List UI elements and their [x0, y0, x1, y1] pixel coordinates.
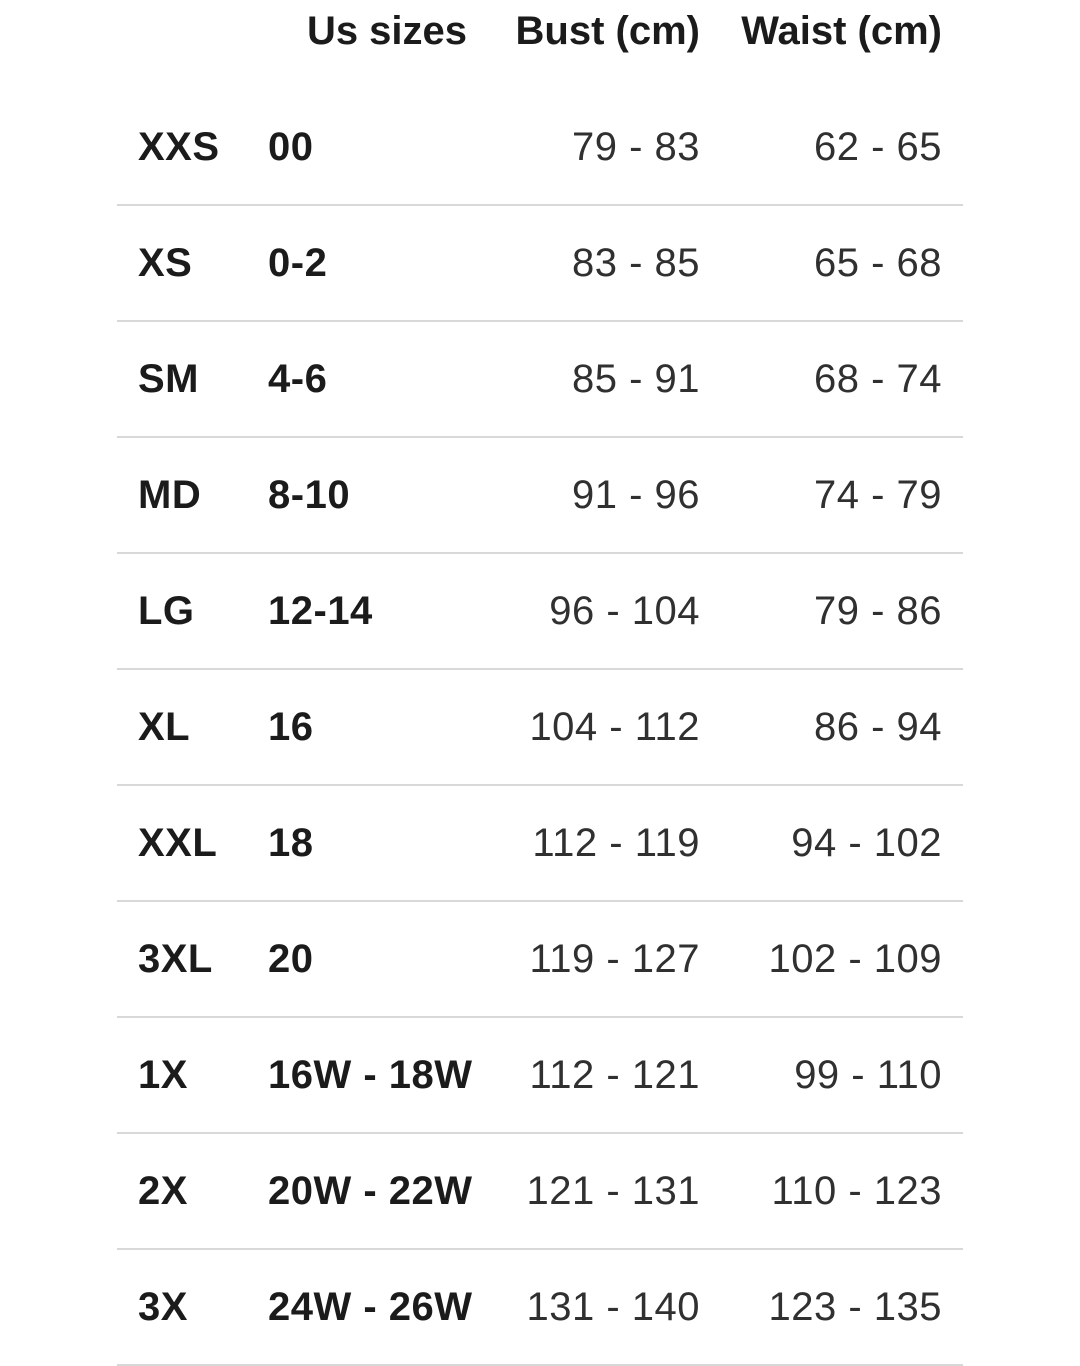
table-row: 1X 16W - 18W 112 - 121 99 - 110: [117, 1018, 963, 1134]
table-row: MD 8-10 91 - 96 74 - 79: [117, 438, 963, 554]
bust-range-value: 85 - 91: [571, 356, 700, 401]
waist-range-value: 65 - 68: [813, 240, 942, 285]
us-size-value: 00: [268, 124, 314, 169]
waist-range-value: 68 - 74: [813, 356, 942, 401]
size-chart-table: Us sizes Bust (cm) Waist (cm) XXS 00 79 …: [117, 0, 963, 1366]
table-body: XXS 00 79 - 83 62 - 65 XS 0-2 83 - 85 65…: [117, 90, 963, 1366]
us-size-value: 0-2: [268, 240, 328, 285]
size-label: 1X: [138, 1052, 188, 1097]
size-label: XS: [138, 240, 193, 285]
table-row: XXS 00 79 - 83 62 - 65: [117, 90, 963, 206]
table-row: 2X 20W - 22W 121 - 131 110 - 123: [117, 1134, 963, 1250]
us-size-value: 8-10: [268, 472, 351, 517]
us-size-value: 16: [268, 704, 314, 749]
bust-range-value: 131 - 140: [526, 1284, 700, 1329]
us-size-value: 24W - 26W: [268, 1284, 473, 1329]
us-size-value: 20: [268, 936, 314, 981]
table-row: SM 4-6 85 - 91 68 - 74: [117, 322, 963, 438]
table-row: XXL 18 112 - 119 94 - 102: [117, 786, 963, 902]
table-header-row: Us sizes Bust (cm) Waist (cm): [117, 0, 963, 90]
waist-range-value: 94 - 102: [791, 820, 942, 865]
table-row: XL 16 104 - 112 86 - 94: [117, 670, 963, 786]
size-label: 3X: [138, 1284, 188, 1329]
size-label: XXS: [138, 124, 220, 169]
waist-range-value: 74 - 79: [813, 472, 942, 517]
bust-range-value: 112 - 119: [532, 820, 700, 865]
bust-range-value: 83 - 85: [571, 240, 700, 285]
size-label: LG: [138, 588, 195, 633]
us-size-value: 12-14: [268, 588, 373, 633]
size-label: 3XL: [138, 936, 213, 981]
size-label: SM: [138, 356, 199, 401]
waist-range-value: 99 - 110: [794, 1052, 942, 1097]
bust-range-value: 119 - 127: [529, 936, 700, 981]
waist-range-value: 86 - 94: [813, 704, 942, 749]
table-row: LG 12-14 96 - 104 79 - 86: [117, 554, 963, 670]
bust-range-value: 104 - 112: [529, 704, 700, 749]
bust-range-value: 91 - 96: [571, 472, 700, 517]
bust-range-value: 112 - 121: [529, 1052, 700, 1097]
us-size-value: 16W - 18W: [268, 1052, 473, 1097]
column-header-bust: Bust (cm): [515, 9, 700, 53]
bust-range-value: 96 - 104: [549, 588, 700, 633]
bust-range-value: 121 - 131: [526, 1168, 700, 1213]
bust-range-value: 79 - 83: [571, 124, 700, 169]
size-label: XL: [138, 704, 191, 749]
table-row: 3X 24W - 26W 131 - 140 123 - 135: [117, 1250, 963, 1366]
size-label: XXL: [138, 820, 218, 865]
us-size-value: 4-6: [268, 356, 328, 401]
us-size-value: 20W - 22W: [268, 1168, 473, 1213]
us-size-value: 18: [268, 820, 314, 865]
waist-range-value: 123 - 135: [768, 1284, 942, 1329]
size-label: 2X: [138, 1168, 188, 1213]
column-header-us-sizes: Us sizes: [306, 9, 468, 53]
waist-range-value: 79 - 86: [813, 588, 942, 633]
table-row: XS 0-2 83 - 85 65 - 68: [117, 206, 963, 322]
table-row: 3XL 20 119 - 127 102 - 109: [117, 902, 963, 1018]
size-label: MD: [138, 472, 202, 517]
waist-range-value: 62 - 65: [813, 124, 942, 169]
waist-range-value: 110 - 123: [771, 1168, 942, 1213]
waist-range-value: 102 - 109: [768, 936, 942, 981]
column-header-waist: Waist (cm): [741, 9, 942, 53]
